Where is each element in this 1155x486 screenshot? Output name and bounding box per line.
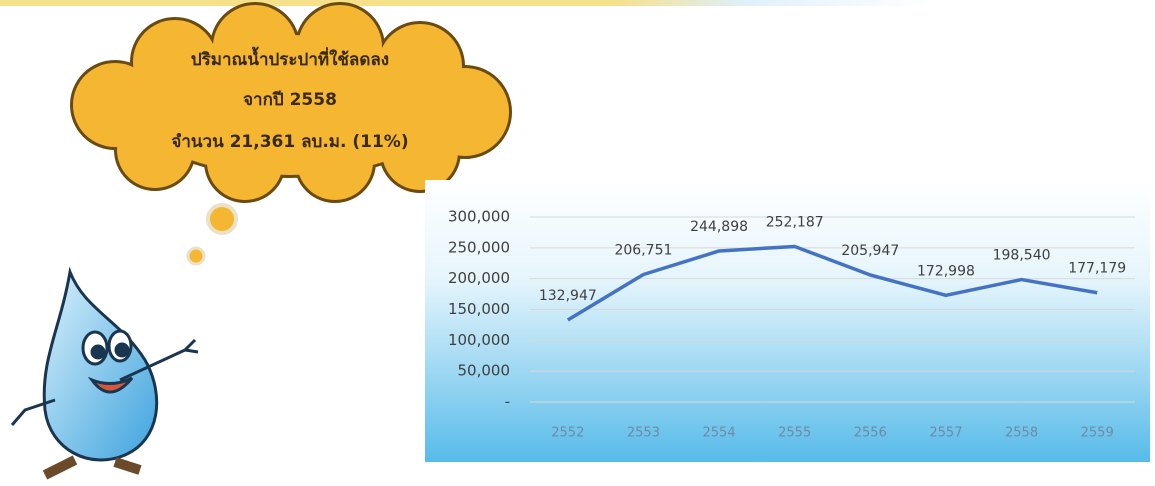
data-label: 244,898 (690, 219, 748, 235)
callout-line: จากปี 2558 (243, 89, 337, 110)
y-tick-label: 50,000 (458, 362, 511, 380)
y-tick-label: 100,000 (448, 331, 510, 349)
data-label: 132,947 (539, 288, 597, 304)
y-tick-label: - (505, 393, 510, 411)
cloud (70, 2, 512, 266)
y-tick-label: 250,000 (448, 238, 510, 256)
data-label: 172,998 (917, 263, 975, 279)
chart-panel (425, 180, 1150, 462)
data-label: 198,540 (993, 248, 1051, 264)
chart: - 50,000 100,000 150,000 200,000 250,000 300,0… (448, 208, 1135, 441)
y-tick-label: 150,000 (448, 300, 510, 318)
y-tick-label: 200,000 (448, 269, 510, 287)
callout-line: จำนวน 21,361 ลบ.ม. (11%) (171, 132, 408, 152)
x-tick-label: 2557 (929, 426, 962, 441)
x-tick-label: 2558 (1005, 426, 1038, 441)
x-tick-label: 2559 (1081, 426, 1114, 441)
data-label: 205,947 (841, 243, 899, 259)
data-label: 252,187 (766, 214, 824, 230)
line (566, 244, 1098, 322)
data-label: 206,751 (614, 243, 672, 259)
x-tick-label: 2555 (778, 426, 811, 441)
x-tick-label: 2553 (627, 426, 660, 441)
mascot (10, 266, 199, 480)
x-tick-label: 2552 (551, 426, 584, 441)
top-bar (0, 0, 930, 6)
y-tick-label: 300,000 (448, 208, 510, 226)
callout-line: ปริมาณน้ำประปาที่ใช้ลดลง (191, 46, 389, 70)
data-label: 177,179 (1068, 261, 1126, 277)
x-tick-label: 2554 (703, 426, 736, 441)
x-tick-label: 2556 (854, 426, 887, 441)
